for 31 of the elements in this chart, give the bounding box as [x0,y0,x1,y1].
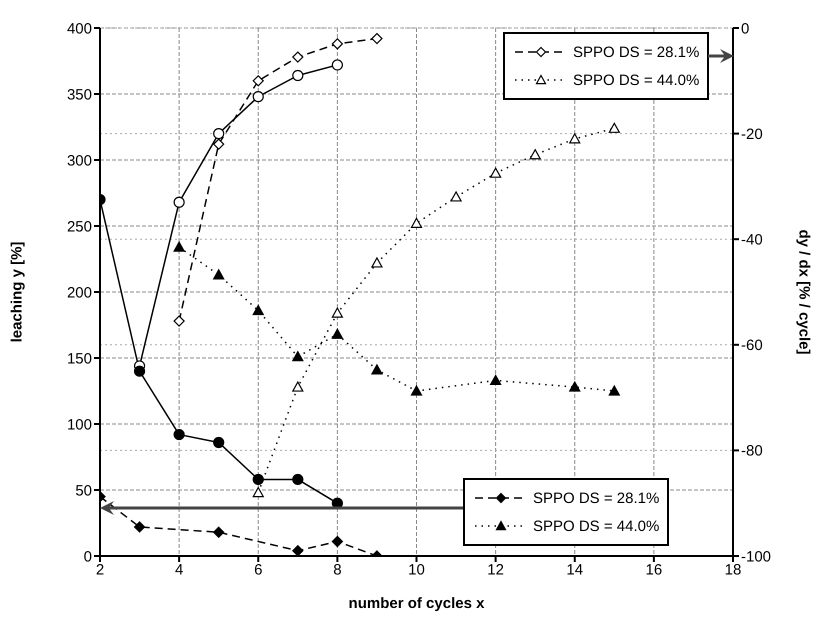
x-tick-label: 14 [566,562,584,579]
y-tick-label: 400 [66,20,92,38]
y-tick-label: 300 [66,152,92,170]
y2-tick-label: -80 [741,442,763,460]
y2-tick-label: -100 [741,548,772,566]
y-axis-title: leaching y [%] [8,242,26,342]
x-tick-label: 16 [646,562,662,579]
x-tick-label: 12 [487,562,504,579]
y-tick-label: 350 [66,86,92,104]
y2-tick-label: -20 [741,126,763,143]
y-tick-label: 250 [66,218,92,236]
x-tick-label: 10 [408,562,425,579]
y2-tick-label: -40 [741,232,763,249]
y-tick-label: 100 [66,416,92,434]
x-tick-label: 4 [174,562,184,579]
y2-axis-title: dy / dx [% / cycle] [796,229,813,355]
y2-tick-label: -60 [741,337,763,354]
y-tick-label: 0 [84,548,92,566]
y-tick-label: 150 [66,350,92,368]
legend-label: SPPO DS = 44.0% [533,518,660,534]
y-tick-label: 200 [66,284,92,302]
y-tick-label: 50 [75,482,92,500]
x-tick-label: 2 [96,562,104,579]
x-tick-label: 18 [724,562,742,579]
legend-label: SPPO DS = 44.0% [573,72,700,88]
x-tick-label: 6 [254,562,262,579]
legend-label: SPPO DS = 28.1% [533,490,660,506]
legend-label: SPPO DS = 28.1% [573,44,700,60]
x-axis-title: number of cycles x [348,595,486,612]
y2-tick-label: 0 [741,20,750,38]
x-tick-label: 8 [333,562,342,579]
